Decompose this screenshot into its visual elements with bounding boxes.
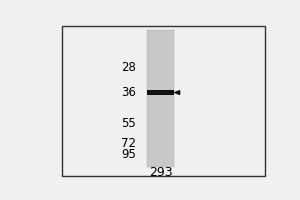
Text: 36: 36 — [122, 86, 136, 99]
Text: 95: 95 — [122, 148, 136, 161]
Text: 293: 293 — [149, 166, 172, 179]
Polygon shape — [175, 91, 180, 94]
Text: 55: 55 — [122, 117, 136, 130]
Bar — [147, 30, 174, 167]
Bar — [147, 90, 174, 95]
Text: 28: 28 — [122, 61, 136, 74]
Bar — [62, 26, 266, 176]
Text: 72: 72 — [121, 137, 136, 150]
